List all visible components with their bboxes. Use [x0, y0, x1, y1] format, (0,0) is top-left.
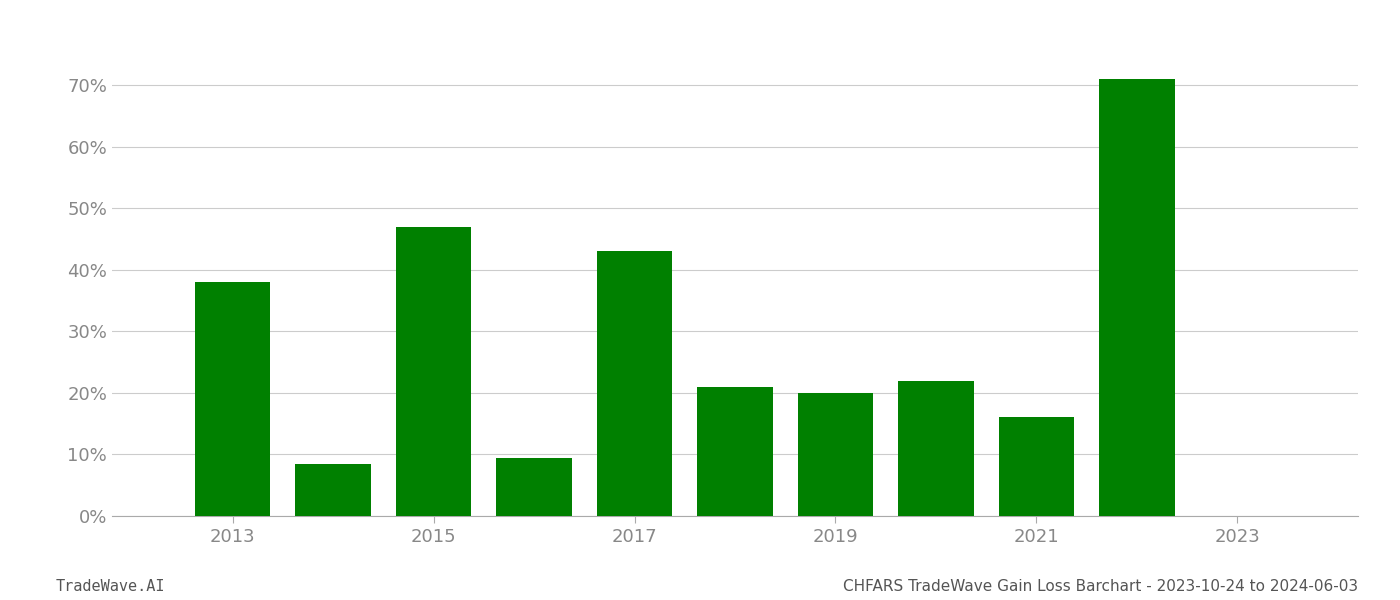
Bar — [596, 251, 672, 516]
Bar — [497, 457, 571, 516]
Bar — [295, 464, 371, 516]
Text: CHFARS TradeWave Gain Loss Barchart - 2023-10-24 to 2024-06-03: CHFARS TradeWave Gain Loss Barchart - 20… — [843, 579, 1358, 594]
Bar — [195, 282, 270, 516]
Bar — [899, 380, 973, 516]
Text: TradeWave.AI: TradeWave.AI — [56, 579, 165, 594]
Bar — [396, 227, 472, 516]
Bar — [1099, 79, 1175, 516]
Bar — [697, 386, 773, 516]
Bar — [798, 393, 874, 516]
Bar — [998, 418, 1074, 516]
